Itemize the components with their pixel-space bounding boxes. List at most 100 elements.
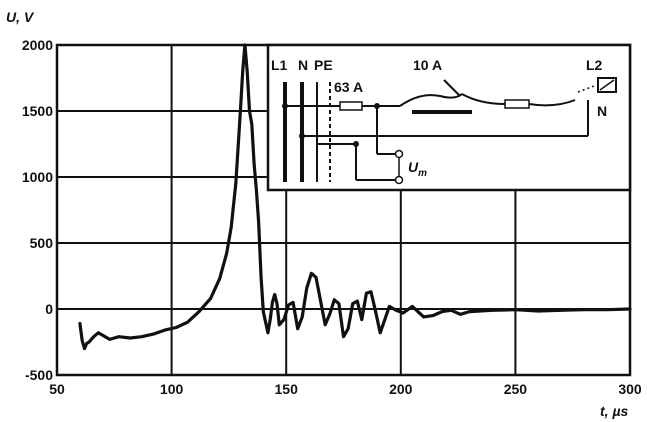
series-point — [395, 309, 398, 312]
series-point — [197, 310, 201, 313]
series-point — [296, 327, 299, 330]
x-tick-label: 200 — [389, 381, 413, 397]
series-point — [108, 338, 111, 341]
series-point — [175, 326, 178, 329]
series-point — [342, 335, 345, 338]
series-point — [360, 318, 363, 321]
load-diagonal — [599, 79, 615, 91]
series-point — [209, 297, 212, 300]
series-point — [252, 162, 256, 165]
series-point — [291, 301, 295, 304]
series-point — [266, 331, 270, 334]
series-point — [365, 292, 368, 295]
series-point — [271, 301, 274, 304]
y-tick-label: 1500 — [22, 103, 53, 119]
series-point — [262, 310, 265, 313]
series-point — [287, 303, 290, 307]
series-point — [369, 290, 373, 293]
series-point — [314, 276, 318, 279]
fuse-63a — [339, 101, 363, 111]
series-point — [388, 305, 391, 308]
series-point — [186, 321, 189, 324]
series-point — [87, 340, 91, 344]
label-um: Um — [408, 159, 427, 179]
series-point — [140, 335, 143, 338]
series-point — [97, 331, 100, 334]
series-point — [218, 277, 221, 280]
series-point — [328, 313, 331, 316]
series-point — [337, 302, 341, 305]
y-tick-label: 500 — [30, 235, 54, 251]
series-point — [225, 252, 228, 255]
series-point — [537, 309, 540, 313]
label-breaker: 10 A — [413, 57, 442, 73]
series-point — [92, 335, 95, 338]
y-tick-label: -500 — [25, 367, 53, 383]
series-point — [81, 339, 84, 342]
series-point — [273, 293, 276, 296]
label-n: N — [298, 57, 308, 73]
series-point — [129, 336, 132, 340]
x-tick-label: 50 — [49, 381, 65, 397]
circuit-inset: L1 N PE 63 A 10 A L2 N — [266, 43, 632, 192]
y-tick-label: 0 — [45, 301, 53, 317]
label-n2: N — [597, 103, 607, 119]
series-point — [346, 327, 350, 330]
node-n — [299, 133, 305, 139]
label-fuse-main: 63 A — [334, 79, 363, 95]
series-point — [243, 43, 247, 47]
series-point — [440, 310, 444, 313]
series-points — [78, 43, 632, 350]
series-point — [560, 309, 563, 312]
fuse-load — [504, 99, 530, 109]
x-tick-label: 150 — [275, 381, 299, 397]
series-point — [383, 318, 386, 321]
series-point — [356, 299, 359, 303]
series-point — [230, 226, 233, 229]
series-point — [411, 305, 414, 308]
series-point — [241, 70, 244, 73]
series-point — [234, 182, 237, 185]
terminal-top — [394, 149, 404, 159]
series-point — [301, 315, 304, 319]
series-point — [259, 274, 263, 278]
series-point — [379, 331, 382, 334]
series-point — [459, 313, 462, 316]
x-axis-label: t, µs — [600, 403, 629, 419]
label-l1: L1 — [271, 57, 288, 73]
y-tick-label: 1000 — [22, 169, 53, 185]
series-point — [278, 323, 281, 326]
series-point — [351, 302, 354, 305]
series-point — [101, 334, 105, 337]
wire-after-breaker — [461, 93, 506, 105]
terminal-bottom — [394, 175, 404, 185]
series-point — [450, 309, 453, 312]
series-point — [431, 314, 435, 317]
series-point — [78, 322, 82, 325]
series-point — [401, 311, 405, 315]
series-point — [248, 109, 251, 113]
series-point — [282, 318, 286, 321]
breaker-arrow — [443, 79, 461, 97]
x-tick-label: 300 — [618, 381, 642, 397]
series-point — [83, 347, 86, 350]
label-l2: L2 — [586, 57, 603, 73]
series-point — [250, 123, 253, 126]
series-point — [319, 299, 322, 303]
series-point — [117, 335, 121, 338]
label-pe: PE — [314, 57, 333, 73]
series-point — [85, 342, 89, 345]
wire-to-breaker — [399, 93, 463, 107]
series-point — [269, 318, 272, 321]
series-point — [422, 315, 425, 319]
y-axis-label: U, V — [6, 9, 35, 25]
series-point — [246, 70, 249, 73]
series-point — [255, 189, 258, 192]
voltage-series-line — [78, 43, 632, 351]
x-tick-label: 250 — [504, 381, 528, 397]
series-point — [163, 328, 166, 332]
series-point — [257, 222, 260, 225]
series-point — [305, 286, 308, 290]
series-point — [605, 308, 609, 311]
